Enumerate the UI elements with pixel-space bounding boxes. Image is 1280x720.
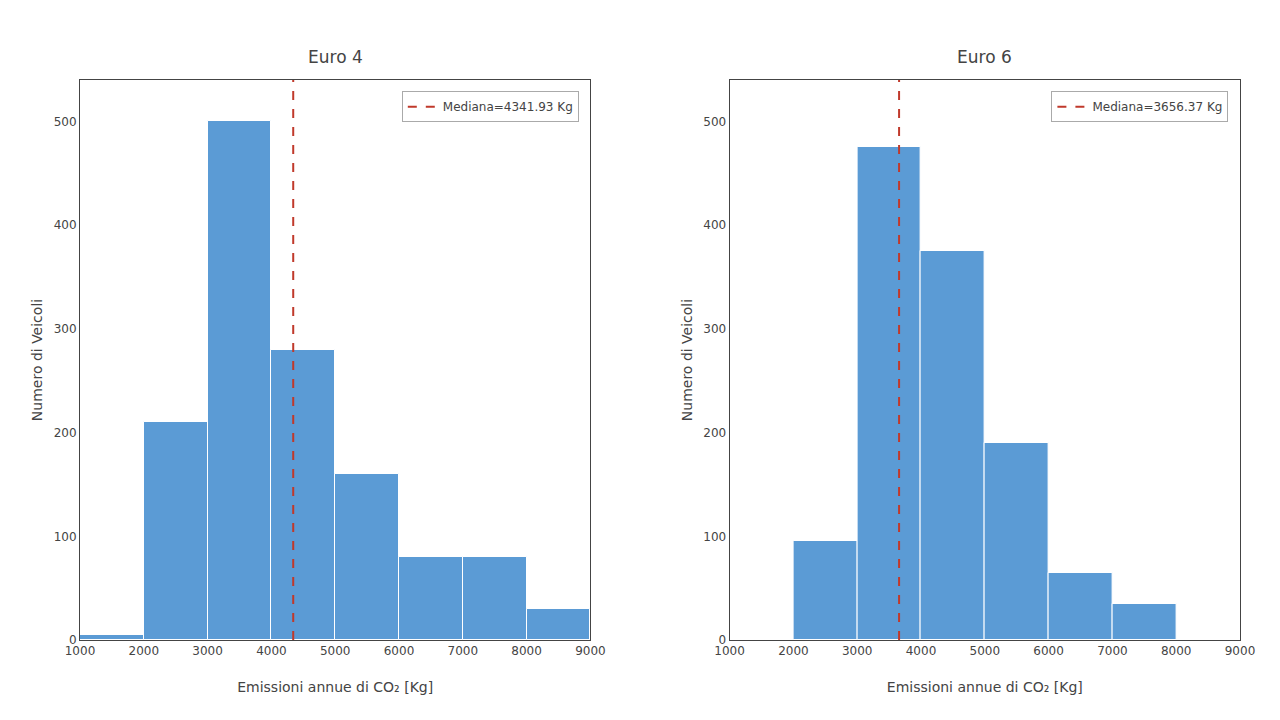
svg-text:300: 300 bbox=[703, 322, 726, 336]
svg-text:Mediana=3656.37 Kg: Mediana=3656.37 Kg bbox=[1092, 100, 1222, 114]
svg-text:5000: 5000 bbox=[320, 644, 351, 658]
svg-text:500: 500 bbox=[54, 115, 77, 129]
svg-text:3000: 3000 bbox=[192, 644, 223, 658]
svg-text:0: 0 bbox=[69, 633, 77, 647]
svg-text:Euro 6: Euro 6 bbox=[957, 47, 1012, 67]
svg-text:8000: 8000 bbox=[511, 644, 542, 658]
svg-text:4000: 4000 bbox=[906, 644, 937, 658]
svg-text:1000: 1000 bbox=[65, 644, 96, 658]
svg-text:8000: 8000 bbox=[1161, 644, 1192, 658]
svg-text:100: 100 bbox=[703, 530, 726, 544]
svg-text:5000: 5000 bbox=[970, 644, 1001, 658]
svg-text:400: 400 bbox=[703, 218, 726, 232]
svg-text:7000: 7000 bbox=[1097, 644, 1128, 658]
svg-text:Numero di Veicoli: Numero di Veicoli bbox=[29, 299, 45, 421]
svg-text:200: 200 bbox=[54, 426, 77, 440]
svg-text:4000: 4000 bbox=[256, 644, 287, 658]
svg-text:1000: 1000 bbox=[714, 644, 745, 658]
svg-text:400: 400 bbox=[54, 218, 77, 232]
svg-text:Numero di Veicoli: Numero di Veicoli bbox=[679, 299, 695, 421]
svg-text:200: 200 bbox=[703, 426, 726, 440]
svg-text:3000: 3000 bbox=[842, 644, 873, 658]
svg-text:9000: 9000 bbox=[1225, 644, 1256, 658]
svg-text:Emissioni annue di CO₂ [Kg]: Emissioni annue di CO₂ [Kg] bbox=[237, 679, 433, 695]
svg-text:2000: 2000 bbox=[778, 644, 809, 658]
svg-text:100: 100 bbox=[54, 530, 77, 544]
svg-text:Emissioni annue di CO₂ [Kg]: Emissioni annue di CO₂ [Kg] bbox=[887, 679, 1083, 695]
svg-text:2000: 2000 bbox=[129, 644, 160, 658]
svg-text:0: 0 bbox=[719, 633, 727, 647]
svg-text:300: 300 bbox=[54, 322, 77, 336]
svg-text:500: 500 bbox=[703, 115, 726, 129]
svg-text:9000: 9000 bbox=[575, 644, 606, 658]
svg-text:6000: 6000 bbox=[384, 644, 415, 658]
svg-text:7000: 7000 bbox=[448, 644, 479, 658]
svg-text:Mediana=4341.93 Kg: Mediana=4341.93 Kg bbox=[443, 100, 573, 114]
svg-text:Euro 4: Euro 4 bbox=[308, 47, 363, 67]
svg-text:6000: 6000 bbox=[1033, 644, 1064, 658]
